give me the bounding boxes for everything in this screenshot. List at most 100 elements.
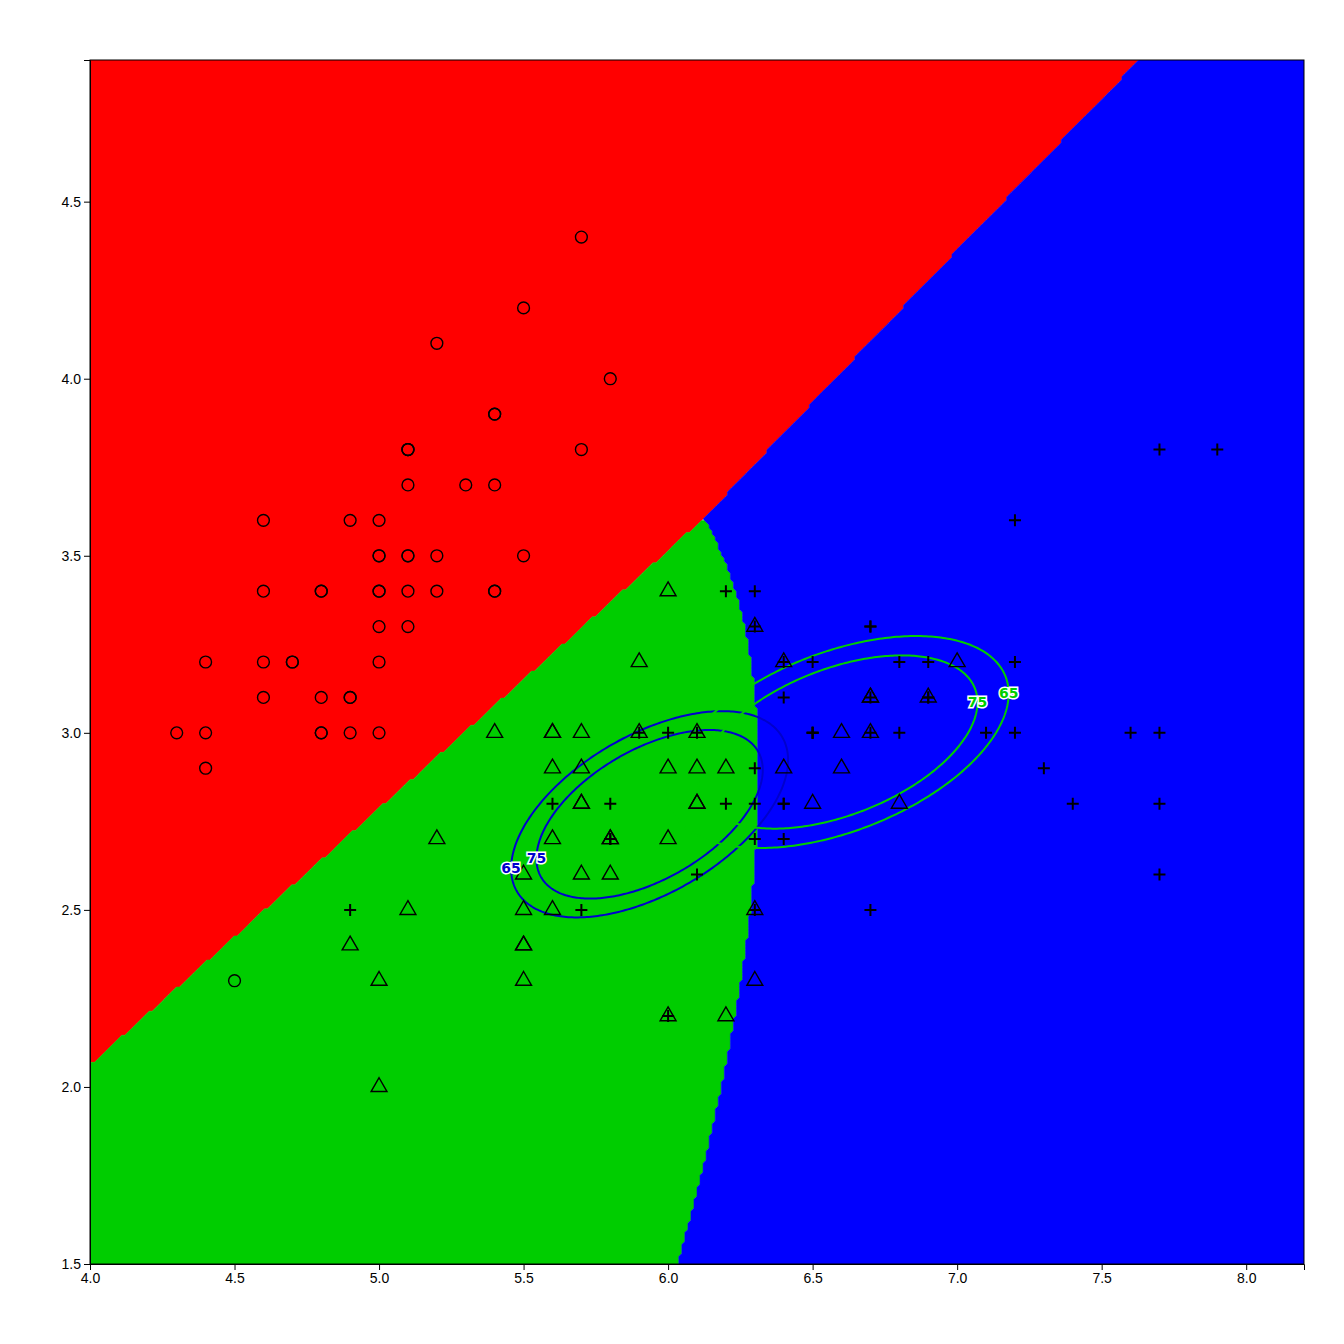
tick-label: 6.5: [803, 1270, 823, 1286]
point: [778, 833, 790, 845]
point: [864, 727, 876, 739]
point: [402, 444, 414, 456]
point: [258, 656, 270, 668]
tick: 2.5: [62, 902, 90, 918]
point: [315, 691, 327, 703]
point: [286, 656, 298, 668]
density-contour: [667, 636, 1008, 848]
chart: 657565754.04.55.05.56.06.57.07.58.01.52.…: [0, 0, 1344, 1344]
points: [171, 231, 1223, 1091]
point: [200, 656, 212, 668]
point: [604, 833, 616, 845]
point: [489, 408, 501, 420]
point: [834, 724, 850, 738]
tick-mark: [84, 556, 90, 557]
tick-label: 5.5: [514, 1270, 534, 1286]
point: [315, 585, 327, 597]
point: [371, 972, 387, 986]
contour-label: 65: [999, 685, 1018, 701]
point: [344, 691, 356, 703]
tick-label: 6.0: [659, 1270, 679, 1286]
point: [949, 653, 965, 667]
point: [229, 975, 241, 987]
point: [489, 585, 501, 597]
point: [546, 798, 558, 810]
point: [893, 656, 905, 668]
point: [431, 337, 443, 349]
point: [691, 868, 703, 880]
point: [922, 691, 934, 703]
point: [516, 936, 532, 950]
point: [489, 408, 501, 420]
point: [778, 798, 790, 810]
point: [402, 479, 414, 491]
point: [489, 585, 501, 597]
point: [633, 727, 645, 739]
point: [1009, 514, 1021, 526]
point: [749, 621, 761, 633]
point: [489, 479, 501, 491]
point: [429, 830, 445, 844]
tick: 8.0: [1237, 1264, 1257, 1286]
point: [662, 727, 674, 739]
tick: 4.5: [62, 194, 90, 210]
point: [1153, 868, 1165, 880]
point: [171, 727, 183, 739]
point: [258, 514, 270, 526]
point: [258, 585, 270, 597]
point: [373, 514, 385, 526]
point: [1067, 798, 1079, 810]
point: [807, 656, 819, 668]
point: [776, 759, 792, 773]
contour-label: 75: [527, 850, 546, 866]
point: [545, 724, 561, 738]
density-contour: [699, 655, 978, 828]
point: [749, 833, 761, 845]
plot-area: [90, 60, 1304, 1264]
point: [373, 656, 385, 668]
point: [402, 444, 414, 456]
point: [1125, 727, 1137, 739]
plot-frame: [90, 60, 1304, 1264]
tick-label: 2.5: [62, 902, 82, 918]
point: [373, 550, 385, 562]
point: [545, 724, 561, 738]
tick: 1.5: [62, 1256, 90, 1272]
y-axis: 1.52.02.53.03.54.04.5: [62, 61, 91, 1272]
tick-mark: [84, 733, 90, 734]
tick-label: 7.0: [948, 1270, 968, 1286]
point: [516, 972, 532, 986]
point: [516, 936, 532, 950]
point: [400, 901, 416, 915]
point: [371, 1078, 387, 1092]
point: [1038, 762, 1050, 774]
point: [373, 585, 385, 597]
tick-mark: [84, 1264, 90, 1265]
point: [747, 972, 763, 986]
point: [573, 865, 589, 879]
tick: 5.5: [514, 1264, 534, 1286]
point: [1009, 727, 1021, 739]
decision-region: [676, 60, 1304, 1264]
density-contours: [511, 636, 1009, 917]
tick-mark: [84, 202, 90, 203]
tick-mark: [84, 1087, 90, 1088]
tick-label: 4.5: [225, 1270, 245, 1286]
point: [200, 727, 212, 739]
decision-regions: [90, 60, 1304, 1264]
tick: 2.0: [62, 1079, 90, 1095]
point: [1009, 656, 1021, 668]
point: [573, 759, 589, 773]
point: [545, 901, 561, 915]
density-contour: [511, 711, 788, 917]
tick: 3.5: [62, 548, 90, 564]
point: [1153, 727, 1165, 739]
point: [342, 936, 358, 950]
point: [402, 550, 414, 562]
point: [689, 759, 705, 773]
tick: 4.0: [62, 371, 90, 387]
axis-line: [91, 1265, 1305, 1271]
point: [922, 656, 934, 668]
point: [749, 762, 761, 774]
point: [718, 1007, 734, 1021]
